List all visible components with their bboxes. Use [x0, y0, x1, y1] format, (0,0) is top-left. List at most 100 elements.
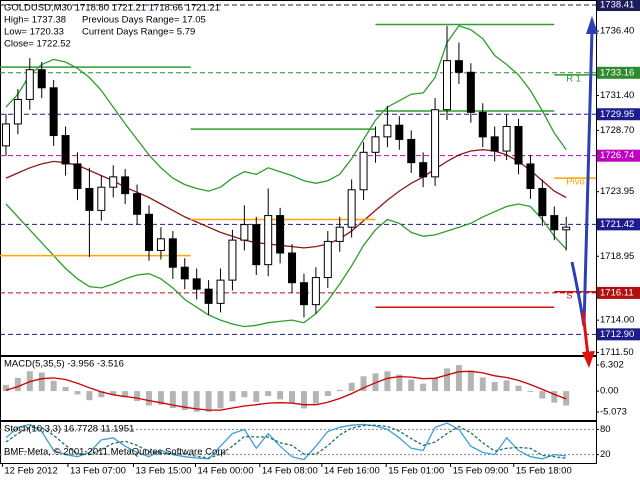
histogram-bar [253, 391, 260, 402]
histogram-bar [217, 391, 224, 409]
candle-body [97, 186, 106, 211]
candle-body [359, 151, 368, 191]
y-tick-label: 1738.41 [600, 0, 634, 11]
arrow-up [570, 29, 594, 327]
candle-body [192, 278, 201, 290]
candle-body [73, 163, 82, 189]
candle-body [454, 60, 463, 73]
x-tick-label: 13 Feb 07:00 [70, 466, 126, 477]
histogram-bar [2, 384, 9, 392]
histogram-bar [515, 385, 522, 392]
candle-body [85, 187, 94, 211]
histogram-bar [324, 391, 331, 397]
info-text: Close= 1722.52 [4, 39, 71, 50]
pane-frame [0, 421, 597, 464]
histogram-bar [169, 391, 176, 409]
y-tick-label: 6.302 [600, 360, 624, 371]
candle-body [335, 226, 344, 242]
y-tick-label: 1718.95 [600, 251, 634, 262]
candle-body [383, 124, 392, 138]
candle-body [490, 136, 499, 152]
histogram-bar [157, 391, 164, 405]
candle-body [407, 138, 416, 164]
y-tick-label: 1729.95 [600, 109, 634, 120]
pane-frame [0, 356, 597, 421]
histogram-bar [241, 391, 248, 398]
pane-frame [0, 0, 597, 356]
candle-body [538, 187, 547, 217]
price-box [597, 328, 640, 341]
histogram-bar [134, 391, 141, 402]
histogram-bar [396, 374, 403, 392]
candle-body [228, 239, 237, 281]
candle-body [443, 60, 451, 111]
candle-body [168, 238, 177, 268]
histogram-bar [408, 379, 415, 392]
y-tick-label: 1733.16 [600, 67, 634, 78]
histogram-bar [360, 376, 367, 392]
histogram-bar [312, 391, 319, 404]
y-tick-label: 1736.40 [600, 25, 634, 36]
histogram-bar [551, 391, 558, 403]
info-text: Previous Days Range= 17.05 [82, 15, 206, 26]
histogram-bar [86, 391, 93, 401]
candle-body [323, 240, 332, 279]
histogram-bar [14, 377, 21, 392]
histogram-bar [205, 391, 212, 412]
y-tick-label: 1731.40 [600, 90, 634, 101]
indicator-line [5, 370, 567, 411]
histogram-bar [467, 370, 474, 392]
indicator-line [5, 422, 567, 461]
price-box [597, 218, 640, 231]
histogram-bar [193, 391, 200, 412]
footer-text: BMF-Meta, © 2001-2011 MetaQuotes Softwar… [4, 447, 228, 458]
pivot-label: S [566, 290, 572, 301]
candle-body [156, 238, 165, 251]
candle-body [311, 277, 320, 306]
candle-body [216, 279, 225, 304]
histogram-bar [479, 377, 486, 392]
histogram-bar [74, 391, 81, 395]
chart-title: GOLDUSD,M30 1718.80 1721.21 1718.66 1721… [4, 3, 220, 14]
pivot-label: Pivo [566, 177, 584, 188]
candle-body [13, 98, 22, 125]
arrow-down-head [582, 351, 595, 368]
x-tick-label: 13 Feb 15:00 [136, 466, 192, 477]
candle-body [1, 123, 10, 147]
info-text: High= 1737.38 [4, 15, 66, 26]
histogram-bar [122, 391, 129, 398]
histogram-bar [420, 383, 427, 392]
arrow-up-head [586, 16, 598, 34]
y-tick-label: 1716.11 [600, 287, 634, 298]
candle-body [371, 136, 380, 153]
candle-body [204, 288, 213, 304]
histogram-bar [527, 391, 534, 392]
histogram-bar [336, 389, 343, 392]
y-tick-label: 1728.70 [600, 125, 634, 136]
histogram-bar [38, 372, 45, 392]
indicator-line [5, 149, 567, 249]
candle-body [61, 135, 70, 165]
histogram-bar [384, 371, 391, 392]
indicator-line [5, 25, 567, 192]
histogram-bar [491, 382, 498, 392]
histogram-bar [432, 377, 439, 392]
price-box [597, 108, 640, 121]
histogram-bar [455, 365, 462, 392]
histogram-bar [181, 391, 188, 411]
indicator-title: Stoch(10,3,3) 16.7728 11.1951 [4, 424, 134, 435]
y-tick-label: 1726.74 [600, 150, 634, 161]
candle-body [240, 224, 249, 241]
candle-body [431, 109, 440, 178]
histogram-bar [539, 391, 546, 399]
candle-body [264, 215, 273, 266]
candle-body [395, 124, 404, 140]
candle-body [550, 215, 559, 231]
histogram-bar [348, 382, 355, 392]
candle-body [478, 111, 487, 138]
histogram-bar [289, 391, 296, 404]
x-tick-label: 15 Feb 09:00 [453, 466, 509, 477]
